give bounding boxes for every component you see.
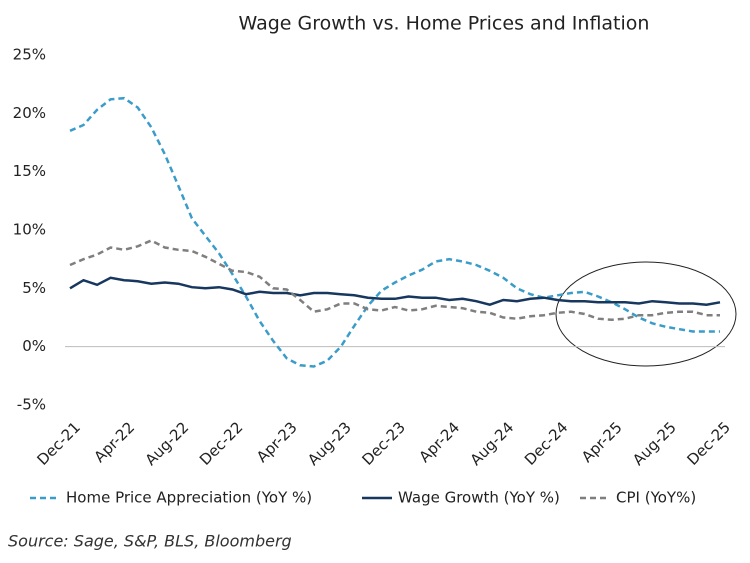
- y-tick-label: 5%: [22, 279, 46, 297]
- y-tick-label: -5%: [17, 396, 46, 414]
- x-tick-label: Apr-24: [415, 418, 463, 466]
- y-tick-label: 15%: [13, 162, 46, 180]
- series-line: [69, 96, 720, 368]
- legend-label: CPI (YoY%): [616, 489, 696, 507]
- series-line: [69, 239, 720, 322]
- x-tick-label: Dec-21: [33, 418, 84, 469]
- x-tick-label: Aug-25: [629, 418, 680, 469]
- x-tick-label: Dec-23: [358, 418, 409, 469]
- x-tick-label: Dec-25: [683, 418, 734, 469]
- chart-title: Wage Growth vs. Home Prices and Inflatio…: [239, 13, 650, 35]
- y-tick-label: 20%: [13, 104, 46, 122]
- x-tick-label: Apr-22: [90, 418, 138, 466]
- series-line: [69, 276, 721, 307]
- y-tick-label: 25%: [13, 46, 46, 64]
- x-tick-label: Aug-23: [304, 418, 355, 469]
- x-tick-label: Apr-23: [253, 418, 301, 466]
- x-tick-label: Dec-22: [196, 418, 247, 469]
- legend-label: Wage Growth (YoY %): [398, 489, 560, 507]
- legend-label: Home Price Appreciation (YoY %): [66, 489, 312, 507]
- x-tick-label: Apr-25: [578, 418, 626, 466]
- y-tick-label: 0%: [22, 337, 46, 355]
- x-tick-label: Dec-24: [521, 418, 572, 469]
- x-tick-label: Aug-24: [467, 418, 518, 469]
- x-tick-label: Aug-22: [142, 418, 193, 469]
- highlight-ellipse: [555, 261, 737, 367]
- source-note: Source: Sage, S&P, BLS, Bloomberg: [8, 532, 292, 551]
- y-tick-label: 10%: [13, 221, 46, 239]
